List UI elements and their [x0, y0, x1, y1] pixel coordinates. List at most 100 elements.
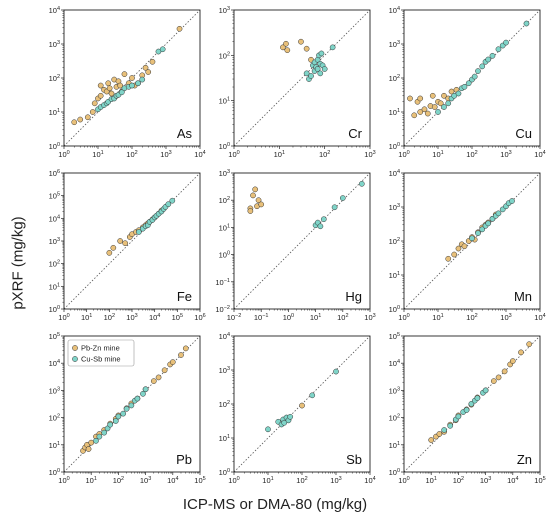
y-tick-label: 100	[219, 142, 230, 151]
y-tick-label: 102	[389, 237, 400, 246]
data-point-cusb	[96, 433, 103, 440]
data-point-cusb	[129, 82, 135, 89]
x-tick-label: 101	[432, 313, 443, 322]
plot-frame	[233, 9, 371, 147]
y-tick-label: 101	[49, 441, 60, 450]
data-point-cusb	[479, 63, 486, 70]
legend-box	[67, 339, 135, 367]
data-point-cusb	[509, 198, 515, 204]
y-tick-label: 100	[389, 142, 400, 151]
data-point-pbzn	[429, 92, 436, 99]
data-point-cusb	[321, 66, 328, 72]
element-label: Fe	[177, 289, 192, 304]
data-point-pbzn	[436, 431, 443, 437]
y-tick-label: 100	[49, 305, 60, 314]
data-point-cusb	[169, 197, 176, 204]
data-point-cusb	[339, 195, 346, 201]
x-tick-label: 103	[364, 150, 375, 159]
data-point-cusb	[115, 413, 122, 420]
x-tick-label: 102	[453, 476, 464, 485]
data-point-cusb	[331, 204, 338, 211]
data-point-cusb	[495, 46, 502, 53]
y-tick-label: 100	[49, 468, 60, 477]
data-point-cusb	[308, 73, 314, 79]
data-point-cusb	[123, 405, 130, 412]
y-tick-label: 100	[49, 142, 60, 151]
y-tick-label: 101	[389, 441, 400, 450]
y-tick-label: 104	[219, 332, 230, 341]
x-tick-label: 101	[81, 313, 92, 322]
data-point-pbzn	[84, 114, 91, 121]
y-tick-label: 104	[389, 359, 400, 368]
data-point-pbzn	[71, 119, 78, 126]
data-point-cusb	[309, 392, 316, 399]
x-tick-label: 102	[113, 476, 124, 485]
data-point-cusb	[320, 216, 327, 223]
data-point-pbzn	[417, 109, 424, 115]
x-tick-label: 103	[500, 313, 511, 322]
y-tick-label: 101	[389, 108, 400, 117]
x-tick-label: 102	[296, 476, 307, 485]
x-tick-label: 104	[149, 313, 160, 322]
data-point-pbzn	[97, 82, 104, 89]
x-tick-label: 103	[364, 313, 375, 322]
data-point-cusb	[469, 235, 475, 242]
x-tick-label: 101	[262, 476, 273, 485]
data-point-cusb	[93, 437, 99, 444]
x-tick-label: 102	[337, 313, 348, 322]
x-tick-label: 101	[274, 150, 285, 159]
x-tick-label: 100	[58, 150, 69, 159]
data-point-pbzn	[77, 116, 84, 123]
data-point-cusb	[485, 56, 492, 63]
data-point-pbzn	[461, 243, 468, 250]
x-axis-title: ICP-MS or DMA-80 (mg/kg)	[182, 496, 368, 513]
data-point-pbzn	[431, 104, 438, 110]
legend-label: Cu-Sb mine	[81, 355, 121, 364]
element-label: As	[177, 126, 193, 141]
y-tick-label: 104	[49, 6, 60, 15]
data-point-pbzn	[501, 368, 508, 375]
x-tick-label: 104	[534, 150, 545, 159]
y-tick-label: 101	[219, 434, 230, 443]
data-point-pbzn	[89, 109, 96, 115]
element-label: Hg	[345, 289, 362, 304]
data-point-pbzn	[417, 95, 424, 102]
y-tick-label: 104	[49, 359, 60, 368]
y-tick-label: 103	[49, 237, 60, 246]
x-tick-label: 101	[92, 150, 103, 159]
element-label: Cr	[348, 126, 362, 141]
x-tick-label: 105	[194, 476, 205, 485]
x-tick-label: 100	[228, 476, 239, 485]
element-label: Cu	[515, 126, 532, 141]
data-point-pbzn	[509, 358, 516, 364]
data-point-cusb	[358, 180, 365, 187]
data-point-pbzn	[280, 44, 286, 51]
data-point-cusb	[474, 395, 481, 401]
data-point-cusb	[329, 44, 336, 51]
data-point-pbzn	[411, 112, 418, 119]
x-tick-label: 103	[330, 476, 341, 485]
x-tick-label: 101	[310, 313, 321, 322]
data-point-pbzn	[526, 341, 533, 348]
y-tick-label: 103	[389, 203, 400, 212]
y-tick-label: 102	[49, 414, 60, 423]
y-tick-label: 102	[389, 414, 400, 423]
plot-frame	[403, 172, 541, 310]
data-point-cusb	[461, 83, 468, 90]
y-tick-label: 101	[49, 282, 60, 291]
data-point-pbzn	[283, 40, 289, 47]
data-point-cusb	[107, 421, 114, 428]
data-point-cusb	[303, 70, 310, 77]
data-point-pbzn	[441, 92, 447, 99]
data-point-pbzn	[455, 245, 462, 252]
data-point-pbzn	[88, 439, 95, 446]
data-point-cusb	[435, 109, 441, 115]
data-point-cusb	[281, 419, 288, 426]
y-tick-label: 100	[219, 468, 230, 477]
x-tick-label: 104	[507, 476, 518, 485]
